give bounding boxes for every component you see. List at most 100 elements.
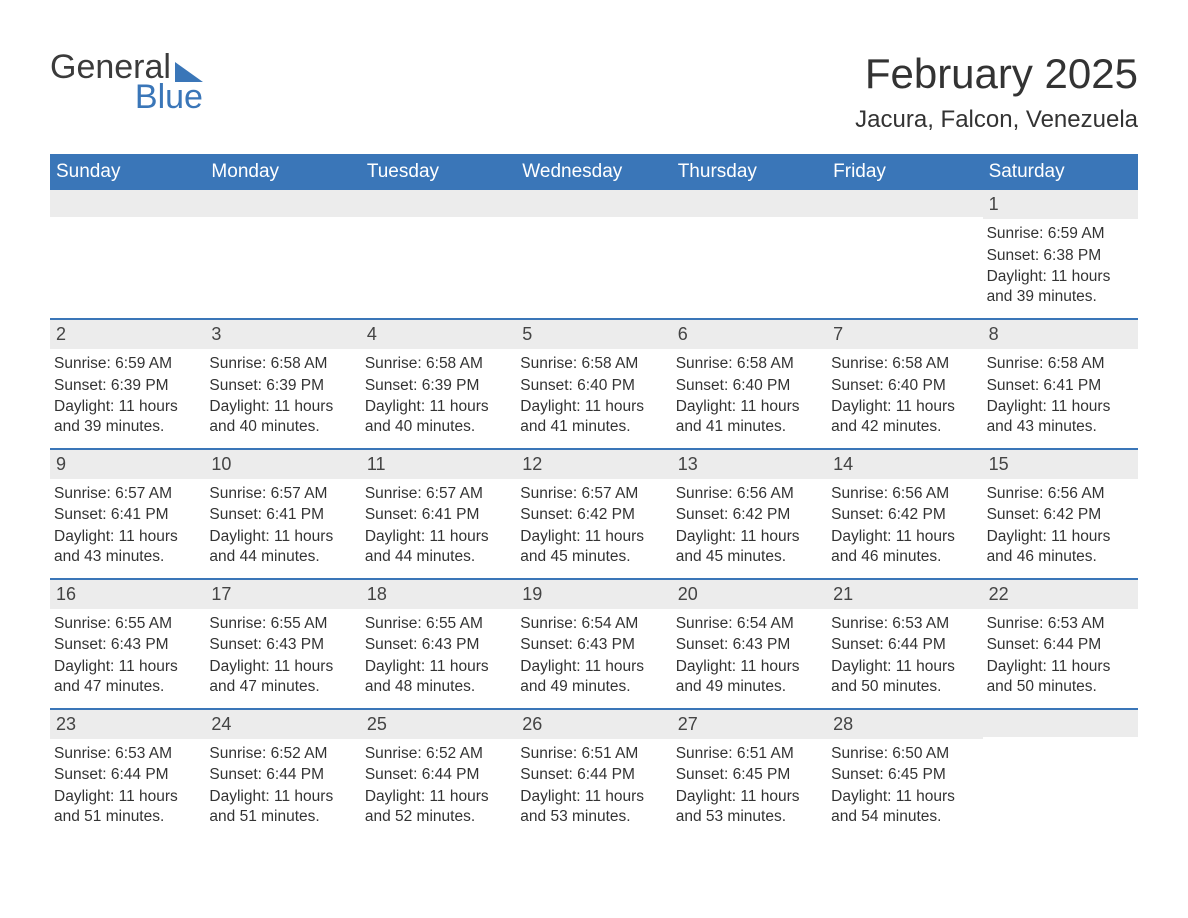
sunset-line: Sunset: 6:41 PM (209, 505, 356, 525)
day-number: 8 (983, 320, 1138, 349)
sunrise-line: Sunrise: 6:56 AM (987, 484, 1134, 504)
day-cell: 25Sunrise: 6:52 AMSunset: 6:44 PMDayligh… (361, 710, 516, 838)
day-cell: 7Sunrise: 6:58 AMSunset: 6:40 PMDaylight… (827, 320, 982, 448)
day-number: 6 (672, 320, 827, 349)
sunset-line: Sunset: 6:44 PM (987, 635, 1134, 655)
day-number (205, 190, 360, 217)
week-row: 2Sunrise: 6:59 AMSunset: 6:39 PMDaylight… (50, 318, 1138, 448)
day-number: 11 (361, 450, 516, 479)
sunrise-line: Sunrise: 6:58 AM (365, 354, 512, 374)
daylight-line: Daylight: 11 hours and 44 minutes. (209, 527, 356, 567)
day-number: 19 (516, 580, 671, 609)
day-number (672, 190, 827, 217)
day-number (361, 190, 516, 217)
sunrise-line: Sunrise: 6:57 AM (54, 484, 201, 504)
daylight-line: Daylight: 11 hours and 42 minutes. (831, 397, 978, 437)
daylight-line: Daylight: 11 hours and 51 minutes. (209, 787, 356, 827)
day-number: 12 (516, 450, 671, 479)
day-number: 17 (205, 580, 360, 609)
sunset-line: Sunset: 6:39 PM (365, 376, 512, 396)
day-number: 5 (516, 320, 671, 349)
daylight-line: Daylight: 11 hours and 48 minutes. (365, 657, 512, 697)
daylight-line: Daylight: 11 hours and 47 minutes. (209, 657, 356, 697)
sunrise-line: Sunrise: 6:55 AM (365, 614, 512, 634)
header: General Blue February 2025 Jacura, Falco… (50, 50, 1138, 134)
day-number: 16 (50, 580, 205, 609)
day-cell: 26Sunrise: 6:51 AMSunset: 6:44 PMDayligh… (516, 710, 671, 838)
day-number: 24 (205, 710, 360, 739)
day-number: 4 (361, 320, 516, 349)
day-number: 20 (672, 580, 827, 609)
week-row: 23Sunrise: 6:53 AMSunset: 6:44 PMDayligh… (50, 708, 1138, 838)
day-cell (672, 190, 827, 318)
sunset-line: Sunset: 6:42 PM (987, 505, 1134, 525)
sunrise-line: Sunrise: 6:50 AM (831, 744, 978, 764)
sunset-line: Sunset: 6:41 PM (365, 505, 512, 525)
daylight-line: Daylight: 11 hours and 39 minutes. (54, 397, 201, 437)
sunrise-line: Sunrise: 6:53 AM (54, 744, 201, 764)
daylight-line: Daylight: 11 hours and 47 minutes. (54, 657, 201, 697)
title-block: February 2025 Jacura, Falcon, Venezuela (855, 50, 1138, 134)
weekday-header: Friday (827, 154, 982, 190)
sunset-line: Sunset: 6:44 PM (365, 765, 512, 785)
day-cell: 18Sunrise: 6:55 AMSunset: 6:43 PMDayligh… (361, 580, 516, 708)
daylight-line: Daylight: 11 hours and 49 minutes. (520, 657, 667, 697)
daylight-line: Daylight: 11 hours and 53 minutes. (676, 787, 823, 827)
day-number (516, 190, 671, 217)
sunrise-line: Sunrise: 6:53 AM (831, 614, 978, 634)
day-cell: 3Sunrise: 6:58 AMSunset: 6:39 PMDaylight… (205, 320, 360, 448)
daylight-line: Daylight: 11 hours and 45 minutes. (520, 527, 667, 567)
daylight-line: Daylight: 11 hours and 52 minutes. (365, 787, 512, 827)
sunrise-line: Sunrise: 6:56 AM (831, 484, 978, 504)
day-cell: 1Sunrise: 6:59 AMSunset: 6:38 PMDaylight… (983, 190, 1138, 318)
day-cell: 12Sunrise: 6:57 AMSunset: 6:42 PMDayligh… (516, 450, 671, 578)
weeks-container: 1Sunrise: 6:59 AMSunset: 6:38 PMDaylight… (50, 190, 1138, 838)
sunrise-line: Sunrise: 6:57 AM (365, 484, 512, 504)
day-number (983, 710, 1138, 737)
sunrise-line: Sunrise: 6:58 AM (209, 354, 356, 374)
day-number: 25 (361, 710, 516, 739)
sunrise-line: Sunrise: 6:58 AM (831, 354, 978, 374)
sunrise-line: Sunrise: 6:55 AM (209, 614, 356, 634)
sunrise-line: Sunrise: 6:54 AM (520, 614, 667, 634)
daylight-line: Daylight: 11 hours and 53 minutes. (520, 787, 667, 827)
sunset-line: Sunset: 6:39 PM (54, 376, 201, 396)
day-number: 13 (672, 450, 827, 479)
day-cell (361, 190, 516, 318)
sunrise-line: Sunrise: 6:53 AM (987, 614, 1134, 634)
logo: General Blue (50, 50, 203, 114)
week-row: 16Sunrise: 6:55 AMSunset: 6:43 PMDayligh… (50, 578, 1138, 708)
daylight-line: Daylight: 11 hours and 49 minutes. (676, 657, 823, 697)
daylight-line: Daylight: 11 hours and 51 minutes. (54, 787, 201, 827)
day-cell: 10Sunrise: 6:57 AMSunset: 6:41 PMDayligh… (205, 450, 360, 578)
daylight-line: Daylight: 11 hours and 46 minutes. (987, 527, 1134, 567)
week-row: 1Sunrise: 6:59 AMSunset: 6:38 PMDaylight… (50, 190, 1138, 318)
sunset-line: Sunset: 6:45 PM (831, 765, 978, 785)
day-cell: 16Sunrise: 6:55 AMSunset: 6:43 PMDayligh… (50, 580, 205, 708)
day-number: 10 (205, 450, 360, 479)
weekday-header: Tuesday (361, 154, 516, 190)
day-number (50, 190, 205, 217)
sunset-line: Sunset: 6:44 PM (54, 765, 201, 785)
logo-top-line: General (50, 50, 203, 84)
daylight-line: Daylight: 11 hours and 39 minutes. (987, 267, 1134, 307)
day-number: 15 (983, 450, 1138, 479)
sunrise-line: Sunrise: 6:51 AM (676, 744, 823, 764)
day-cell: 5Sunrise: 6:58 AMSunset: 6:40 PMDaylight… (516, 320, 671, 448)
daylight-line: Daylight: 11 hours and 50 minutes. (831, 657, 978, 697)
sunset-line: Sunset: 6:43 PM (676, 635, 823, 655)
day-cell: 23Sunrise: 6:53 AMSunset: 6:44 PMDayligh… (50, 710, 205, 838)
day-number: 28 (827, 710, 982, 739)
sunset-line: Sunset: 6:40 PM (520, 376, 667, 396)
sunrise-line: Sunrise: 6:58 AM (987, 354, 1134, 374)
day-cell: 19Sunrise: 6:54 AMSunset: 6:43 PMDayligh… (516, 580, 671, 708)
day-number: 22 (983, 580, 1138, 609)
sunset-line: Sunset: 6:44 PM (831, 635, 978, 655)
sunrise-line: Sunrise: 6:52 AM (209, 744, 356, 764)
daylight-line: Daylight: 11 hours and 40 minutes. (365, 397, 512, 437)
sunset-line: Sunset: 6:38 PM (987, 246, 1134, 266)
day-number: 1 (983, 190, 1138, 219)
sunset-line: Sunset: 6:43 PM (209, 635, 356, 655)
day-cell (983, 710, 1138, 838)
day-cell: 4 Sunrise: 6:58 AMSunset: 6:39 PMDaylight… (361, 320, 516, 448)
